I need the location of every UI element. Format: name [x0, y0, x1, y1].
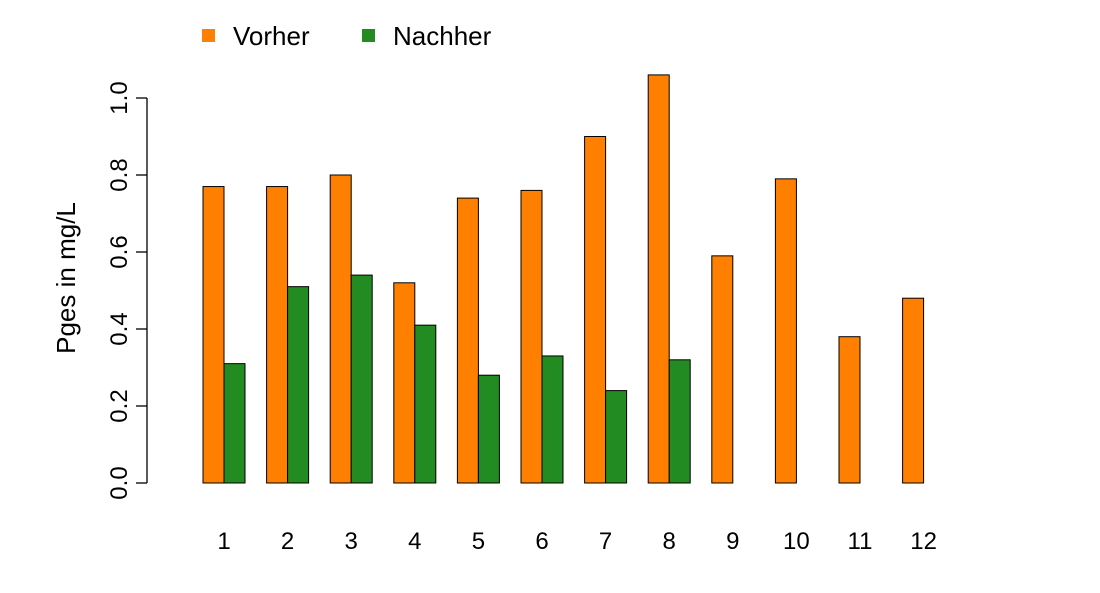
legend-label-nachher: Nachher	[393, 21, 492, 51]
x-tick-labels: 1 2 3 4 5 6 7 8 9 10 11 12	[217, 528, 937, 555]
y-tick-label: 0.0	[106, 466, 133, 499]
bar-nachher-1	[223, 363, 246, 484]
x-tick-label: 12	[910, 528, 937, 555]
bar-vorher-12	[902, 297, 925, 484]
bar-nachher-6	[541, 355, 564, 484]
bar-vorher-10	[774, 178, 797, 484]
bar-nachher-5	[477, 374, 500, 484]
bar-vorher-9	[711, 255, 734, 484]
bars	[202, 74, 925, 484]
x-tick-label: 11	[848, 528, 873, 555]
bar-vorher-1	[202, 186, 225, 484]
bar-nachher-2	[287, 286, 310, 484]
x-tick-label: 2	[281, 528, 294, 555]
legend: Vorher Nachher	[202, 21, 492, 51]
x-tick-label: 10	[783, 528, 810, 555]
x-tick-label: 8	[663, 528, 676, 555]
y-axis-label: Pges in mg/L	[51, 202, 81, 354]
y-tick-label: 0.6	[106, 235, 133, 268]
bar-vorher-3	[329, 174, 352, 484]
legend-swatch-vorher	[202, 29, 215, 42]
x-tick-label: 9	[726, 528, 739, 555]
bar-nachher-7	[605, 390, 628, 484]
bar-vorher-6	[520, 189, 543, 484]
bar-nachher-4	[414, 324, 437, 484]
y-tick-label: 0.4	[106, 312, 133, 345]
bar-nachher-8	[668, 359, 691, 484]
y-tick-label: 0.2	[106, 389, 133, 422]
bar-nachher-3	[350, 274, 373, 484]
x-tick-label: 6	[535, 528, 548, 555]
legend-label-vorher: Vorher	[233, 21, 310, 51]
bar-vorher-7	[584, 136, 607, 484]
y-axis: 0.0 0.2 0.4 0.6 0.8 1.0	[106, 81, 148, 500]
bar-vorher-8	[647, 74, 670, 484]
x-tick-label: 4	[408, 528, 421, 555]
y-tick-label: 1.0	[106, 81, 133, 114]
x-tick-label: 7	[599, 528, 612, 555]
bar-vorher-11	[838, 336, 861, 484]
y-tick-label: 0.8	[106, 158, 133, 191]
x-tick-label: 1	[217, 528, 230, 555]
legend-swatch-nachher	[362, 29, 375, 42]
x-tick-label: 3	[345, 528, 358, 555]
x-tick-label: 5	[472, 528, 485, 555]
bar-vorher-5	[456, 197, 479, 484]
bar-vorher-4	[393, 282, 416, 484]
bar-vorher-2	[266, 186, 289, 484]
